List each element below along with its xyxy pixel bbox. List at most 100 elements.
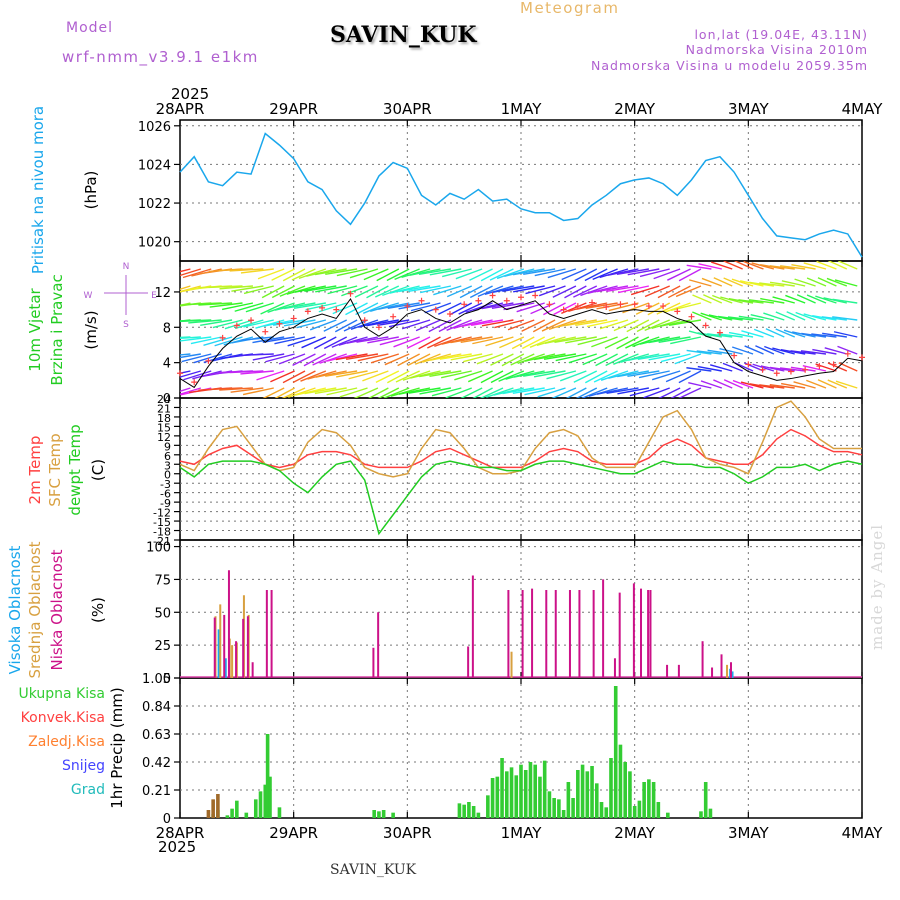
y-tick-label: 0 [164,469,171,482]
wind-barb [796,294,816,304]
wind-barb [477,285,504,298]
wind-gust-marker [802,366,809,373]
low-cloud-axis-label: Niska Oblacnost [48,549,66,670]
precip-bar [377,811,381,818]
sfc-temp-axis-label: SFC Temp [46,433,64,506]
wind-barb [180,354,181,355]
wind-barb [335,353,368,361]
wind-barb [242,387,274,396]
wind-barb [533,370,566,378]
wind-barb [408,285,441,293]
wind-barb [523,268,556,275]
wind-barb [441,336,472,345]
wind-barb [717,333,743,338]
precip-bar [230,808,234,818]
wind-barb [422,353,452,363]
precip-bar [265,734,270,818]
wind-barb [304,387,337,395]
wind-barb [499,336,525,349]
y-tick-label: 1026 [138,120,171,135]
wind-barb [723,261,743,270]
y-tick-label: 100 [146,541,171,556]
wind-barb [469,268,493,281]
wind-barb [234,319,264,330]
precip-bar [708,808,713,818]
wind-barb [325,370,358,377]
wind-barb [305,302,337,311]
wind-barb [816,261,837,270]
wind-barb [573,285,598,298]
wind-barb [208,387,243,391]
wind-barb [689,279,712,287]
wind-barb [790,350,816,355]
wind-barb [481,302,514,310]
precip-bar [628,771,632,818]
wind-barb [607,268,639,277]
wind-barb [180,387,202,395]
wind-barb [543,353,577,361]
wind-barb [182,268,212,279]
x-tick-label-top: 2MAY [614,100,656,118]
wind-barb [561,268,587,281]
x-tick-label-top: 3MAY [728,100,770,118]
wind-barb [427,336,452,349]
wind-barb [239,353,274,357]
wind-gust-marker [177,370,183,377]
wind-barb [565,336,597,344]
wind-barb [262,336,295,344]
wind-barb [314,268,347,276]
wind-barb [734,362,754,372]
wind-barb [453,319,483,329]
wind-barb [554,336,587,343]
wind-barb [476,353,504,365]
wind-barb [387,370,410,384]
wind-barb [304,285,337,292]
wind-barb [688,381,712,389]
wind-barb [442,268,472,278]
wind-barb [686,264,712,270]
wind-barb [271,268,295,281]
wind-barb [498,370,525,382]
wind-barb [582,353,608,366]
wind-gust-marker [745,361,752,368]
wind-barb [393,336,420,348]
wind-barb [524,353,556,362]
wind-barb [315,370,347,378]
wind-barb [190,336,222,345]
wind-barb [367,319,399,327]
wind-barb [719,348,743,355]
wind-barb [723,277,743,287]
wind-barb [467,370,493,383]
wind-barb [334,319,358,333]
precip-bar [216,794,220,818]
precip-bar [666,812,670,818]
wind-gust-marker [361,317,368,324]
wind-barb [461,319,493,327]
wind-barb [458,302,483,315]
precip-bar [618,744,623,818]
precip-bar [647,779,651,818]
wind-barb [415,319,441,332]
wind-barb [504,268,535,277]
wind-barb [208,285,243,289]
wind-barb [596,387,629,395]
wind-barb [755,345,775,355]
wind-barb [460,336,493,344]
wind-gust-marker [404,303,411,310]
wind-barb [564,285,587,299]
precip-bar [585,771,590,818]
wind-barb [326,353,358,362]
wind-barb [617,370,649,378]
wind-barb [636,319,660,333]
precip-bar [495,776,500,818]
precip-bar [542,760,547,818]
wind-barb [670,387,691,398]
wind-barb [346,353,379,361]
wind-barb [668,319,702,326]
precip-bar [486,795,490,818]
wind-barb [812,348,837,355]
wind-barbs [180,261,858,398]
y-tick-label: 0.63 [142,728,171,743]
wind-barb [547,268,577,279]
wind-barb [507,319,535,331]
